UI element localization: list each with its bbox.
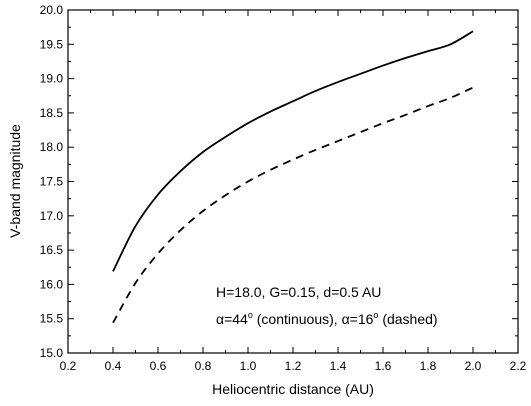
x-tick-label-10: 2.2 bbox=[510, 359, 527, 373]
alpha-symbol-2: α bbox=[342, 311, 350, 327]
y-tick-label-3: 16.5 bbox=[40, 243, 64, 257]
x-tick-label-5: 1.2 bbox=[285, 359, 302, 373]
y-tick-label-7: 18.5 bbox=[40, 106, 64, 120]
degree-sup-1: o bbox=[248, 310, 253, 320]
x-tick-label-0: 0.2 bbox=[60, 359, 77, 373]
y-tick-label-6: 18.0 bbox=[40, 140, 64, 154]
x-tick-label-2: 0.6 bbox=[150, 359, 167, 373]
annot-part2: (continuous), bbox=[253, 311, 342, 327]
y-tick-label-0: 15.0 bbox=[40, 346, 64, 360]
y-tick-label-2: 16.0 bbox=[40, 277, 64, 291]
series-line-solid bbox=[112, 30, 474, 272]
x-tick-label-9: 2.0 bbox=[465, 359, 482, 373]
y-tick-label-10: 20.0 bbox=[40, 3, 64, 17]
alpha-symbol: α bbox=[216, 311, 224, 327]
y-tick-label-4: 17.0 bbox=[40, 209, 64, 223]
x-axis-title: Heliocentric distance (AU) bbox=[212, 381, 374, 397]
degree-sup-2: o bbox=[373, 310, 378, 320]
x-tick-label-4: 1.0 bbox=[240, 359, 257, 373]
x-tick-label-6: 1.4 bbox=[330, 359, 347, 373]
y-tick-label-5: 17.5 bbox=[40, 175, 64, 189]
annot-part3: =16 bbox=[350, 311, 374, 327]
x-tick-label-8: 1.8 bbox=[420, 359, 437, 373]
y-axis-title: V-band magnitude bbox=[7, 124, 23, 238]
annotation-phase-angles: α=44o (continuous), α=16o (dashed) bbox=[216, 310, 438, 327]
y-tick-label-8: 19.0 bbox=[40, 72, 64, 86]
ticks: 0.2 0.4 0.6 0.8 1.0 1.2 1.4 1.6 1.8 2.0 2.2 15.0 15.… bbox=[40, 3, 527, 373]
x-tick-label-7: 1.6 bbox=[375, 359, 392, 373]
x-tick-label-3: 0.8 bbox=[195, 359, 212, 373]
series-group bbox=[112, 30, 474, 324]
annotation-params: H=18.0, G=0.15, d=0.5 AU bbox=[216, 284, 381, 300]
x-tick-label-1: 0.4 bbox=[105, 359, 122, 373]
y-tick-label-1: 15.5 bbox=[40, 312, 64, 326]
plot-frame bbox=[67, 9, 519, 354]
annot-part4: (dashed) bbox=[378, 311, 437, 327]
annot-part1: =44 bbox=[224, 311, 248, 327]
y-tick-label-9: 19.5 bbox=[40, 37, 64, 51]
